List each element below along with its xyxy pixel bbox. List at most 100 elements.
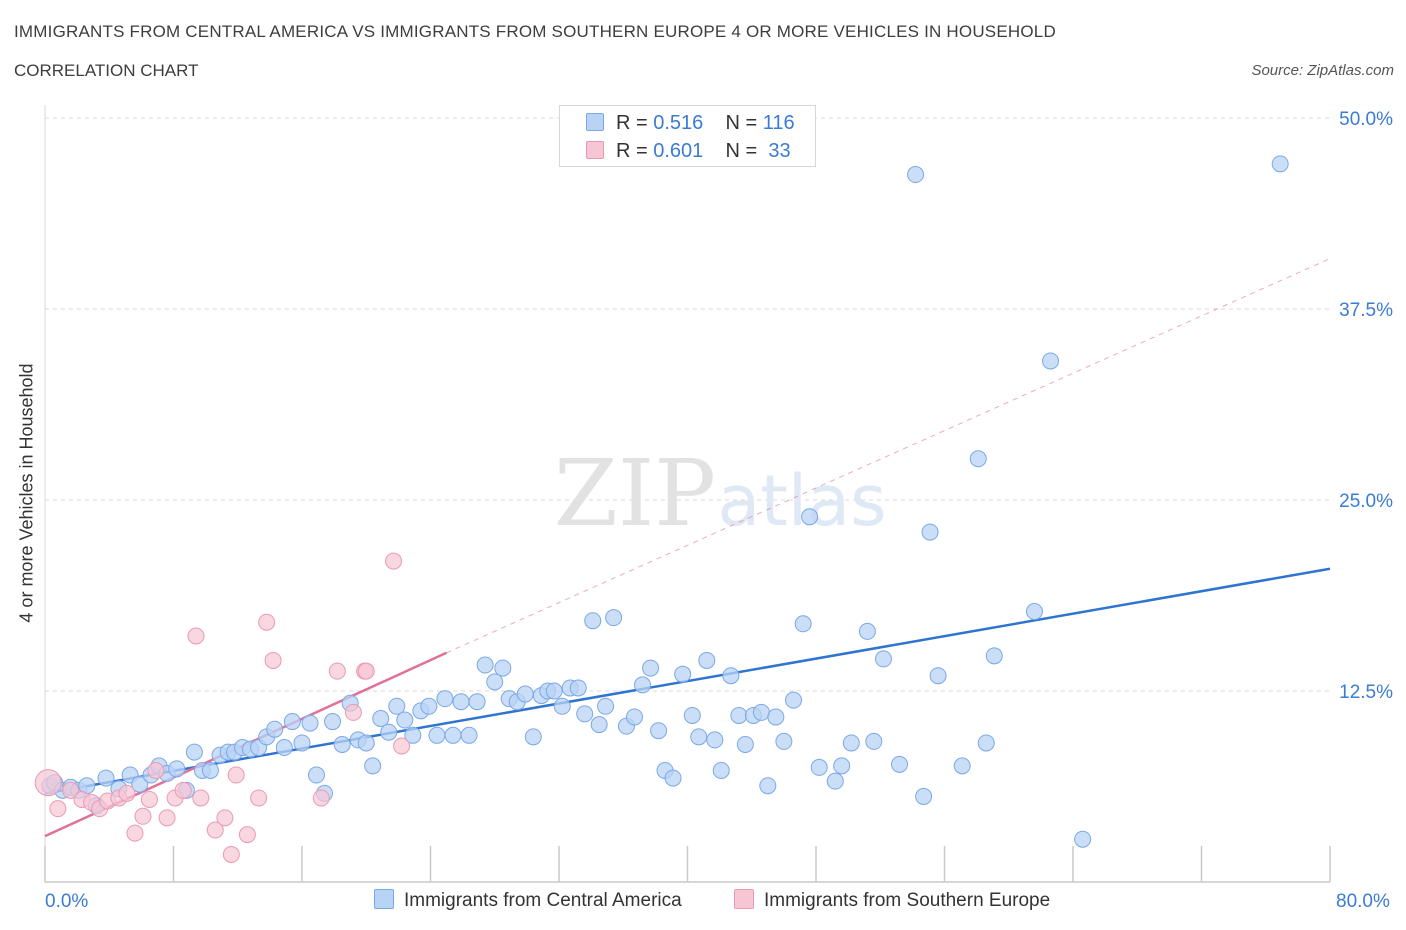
southern-europe-point	[385, 552, 403, 570]
central-america-point	[722, 667, 740, 685]
central-america-point	[712, 761, 730, 779]
central-america-point	[266, 720, 284, 738]
central-america-point	[1271, 155, 1289, 173]
central-america-point	[842, 734, 860, 752]
watermark-zip: ZIP	[554, 440, 716, 547]
y-tick-label: 12.5%	[1339, 682, 1393, 703]
central-america-point	[642, 659, 660, 677]
legend-swatch-blue	[586, 113, 604, 131]
southern-europe-point	[216, 809, 234, 827]
southern-europe-point	[62, 781, 80, 799]
legend-swatch-pink	[586, 141, 604, 159]
central-america-point	[590, 716, 608, 734]
central-america-point	[785, 691, 803, 709]
central-america-point	[767, 708, 785, 726]
central-america-point	[576, 705, 594, 723]
central-america-point	[97, 769, 115, 787]
chart-subtitle: CORRELATION CHART	[14, 61, 199, 80]
southern-europe-point	[118, 784, 136, 802]
central-america-point	[858, 622, 876, 640]
central-america-point	[1074, 830, 1092, 848]
y-tick-label: 50.0%	[1339, 109, 1393, 130]
central-america-point	[388, 697, 406, 715]
bottom-legend-swatch-blue	[374, 889, 394, 909]
southern-europe-point	[227, 766, 245, 784]
data-points	[34, 155, 1289, 863]
central-america-point	[826, 772, 844, 790]
central-america-point	[634, 676, 652, 694]
central-america-point	[736, 735, 754, 753]
zipatlas-watermark: ZIP atlas	[554, 440, 887, 547]
legend-r-value: 0.516	[653, 112, 704, 134]
central-america-point	[597, 697, 615, 715]
central-america-point	[625, 708, 643, 726]
central-america-point	[752, 703, 770, 721]
southern-europe-point	[158, 809, 176, 827]
central-america-point	[865, 732, 883, 750]
central-america-point	[605, 609, 623, 627]
central-america-point	[396, 711, 414, 729]
southern-europe-point	[328, 662, 346, 680]
y-tick-label: 37.5%	[1339, 300, 1393, 321]
central-america-point	[301, 714, 319, 732]
correlation-legend: R = 0.516 N = 116 R = 0.601 N = 33	[559, 105, 816, 167]
central-america-point	[730, 706, 748, 724]
central-america-point	[553, 697, 571, 715]
southern-europe-point	[34, 769, 62, 797]
central-america-point	[364, 757, 382, 775]
watermark-atlas: atlas	[717, 460, 886, 542]
central-america-point	[664, 769, 682, 787]
central-america-point	[380, 723, 398, 741]
legend-n-label: N =	[725, 140, 758, 162]
central-america-point	[357, 734, 375, 752]
source-label: Source: ZipAtlas.com	[1251, 62, 1394, 79]
central-america-point	[1025, 603, 1043, 621]
central-america-point	[969, 450, 987, 468]
bottom-legend-label: Immigrants from Southern Europe	[764, 890, 1051, 911]
x-tick-min: 0.0%	[45, 891, 89, 912]
central-america-point	[953, 757, 971, 775]
legend-r-label: R =	[616, 112, 648, 134]
bottom-legend-southern-europe: Immigrants from Southern Europe	[734, 889, 1050, 912]
central-america-point	[476, 656, 494, 674]
central-america-point	[891, 755, 909, 773]
legend-n-value: 116	[762, 112, 795, 134]
central-america-point	[494, 659, 512, 677]
central-america-point	[907, 166, 925, 184]
central-america-point	[168, 760, 186, 778]
central-america-point	[324, 713, 342, 731]
legend-n-label: N =	[725, 112, 758, 134]
central-america-point	[921, 523, 939, 541]
central-america-point	[333, 735, 351, 753]
southern-europe-point	[357, 662, 375, 680]
legend-r-value: 0.601	[653, 140, 704, 162]
central-america-point	[810, 758, 828, 776]
central-america-point	[584, 612, 602, 630]
central-america-point	[698, 651, 716, 669]
southern-europe-point	[174, 781, 192, 799]
southern-europe-point	[344, 703, 362, 721]
central-america-point	[460, 726, 478, 744]
central-america-point	[293, 734, 311, 752]
southern-europe-point	[147, 761, 165, 779]
southern-europe-point	[264, 651, 282, 669]
southern-europe-point	[238, 826, 256, 844]
chart-title: IMMIGRANTS FROM CENTRAL AMERICA VS IMMIG…	[14, 22, 1056, 41]
bottom-legend-swatch-pink	[734, 889, 754, 909]
central-america-point	[650, 722, 668, 740]
central-america-point	[1042, 352, 1060, 370]
y-tick-labels: 12.5% 25.0% 37.5% 50.0%	[1339, 109, 1393, 703]
southern-europe-point	[49, 800, 67, 818]
central-america-point	[706, 731, 724, 749]
central-america-point	[524, 728, 542, 746]
central-america-point	[794, 615, 812, 633]
southern-europe-point	[258, 613, 276, 631]
central-america-point	[468, 693, 486, 711]
central-america-point	[185, 743, 203, 761]
y-tick-label: 25.0%	[1339, 491, 1393, 512]
central-america-point	[929, 667, 947, 685]
central-america-point	[833, 757, 851, 775]
southern-europe-point	[250, 789, 268, 807]
central-america-point	[404, 726, 422, 744]
